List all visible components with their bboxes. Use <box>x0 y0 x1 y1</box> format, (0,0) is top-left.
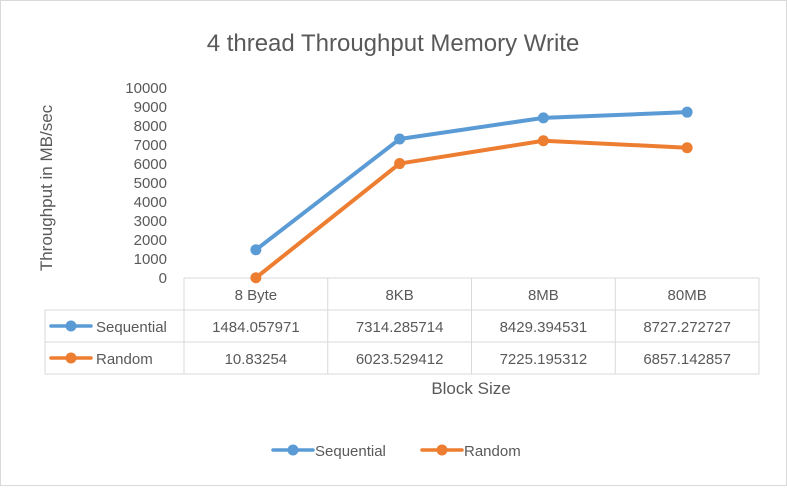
data-point <box>394 133 406 145</box>
x-tick-label: 80MB <box>668 287 707 304</box>
y-tick-label: 6000 <box>134 156 167 173</box>
y-tick-label: 5000 <box>134 175 167 192</box>
table-row-sequential: Sequential 1484.057971 7314.285714 8429.394… <box>49 319 731 336</box>
series-line <box>253 138 690 280</box>
data-point <box>394 158 406 170</box>
data-point <box>681 142 693 154</box>
data-point <box>537 135 549 147</box>
y-tick-label: 3000 <box>134 213 167 230</box>
table-legend-key-marker <box>65 320 77 332</box>
x-tick-label: 8MB <box>528 287 559 304</box>
table-cell: 6857.142857 <box>643 351 731 368</box>
data-point <box>537 112 549 124</box>
x-tick-label: 8 Byte <box>235 287 278 304</box>
legend-key-marker <box>436 444 448 456</box>
series-random <box>250 135 693 284</box>
chart-title: 4 thread Throughput Memory Write <box>207 30 580 57</box>
x-tick-label: 8KB <box>385 287 413 304</box>
data-point <box>250 272 262 284</box>
data-table: 8 Byte 8KB 8MB 80MB Sequential 1484.057971 731… <box>44 277 760 375</box>
y-tick-label: 8000 <box>134 118 167 135</box>
table-cell: 7225.195312 <box>500 351 588 368</box>
y-tick-label: 10000 <box>125 80 167 97</box>
y-tick-label: 9000 <box>134 99 167 116</box>
table-cell: 8429.394531 <box>500 319 588 336</box>
plot-area <box>250 106 693 284</box>
legend-item-sequential: Sequential <box>271 443 386 460</box>
data-point <box>681 106 693 118</box>
legend-key-marker <box>287 444 299 456</box>
y-tick-label: 0 <box>159 270 167 287</box>
table-row-label: Random <box>96 351 153 368</box>
table-cell: 1484.057971 <box>212 319 300 336</box>
table-cell: 6023.529412 <box>356 351 444 368</box>
table-cell: 7314.285714 <box>356 319 444 336</box>
x-axis-label: Block Size <box>431 379 510 398</box>
y-axis: 0 1000 2000 3000 4000 5000 6000 7000 8000 9000 100… <box>125 80 167 287</box>
series-line <box>253 110 690 252</box>
y-axis-label: Throughput in MB/sec <box>37 104 56 271</box>
data-point <box>250 244 262 256</box>
table-legend-key-marker <box>65 352 77 364</box>
y-tick-label: 2000 <box>134 232 167 249</box>
y-tick-label: 7000 <box>134 137 167 154</box>
legend: Sequential Random <box>271 443 521 460</box>
table-row-random: Random 10.83254 6023.529412 7225.195312 6857… <box>49 351 731 368</box>
legend-label: Sequential <box>315 443 386 460</box>
legend-label: Random <box>464 443 521 460</box>
table-cell: 10.83254 <box>225 351 288 368</box>
series-sequential <box>250 106 693 256</box>
table-row-label: Sequential <box>96 319 167 336</box>
y-tick-label: 1000 <box>134 251 167 268</box>
legend-item-random: Random <box>420 443 521 460</box>
table-cell: 8727.272727 <box>643 319 731 336</box>
y-tick-label: 4000 <box>134 194 167 211</box>
